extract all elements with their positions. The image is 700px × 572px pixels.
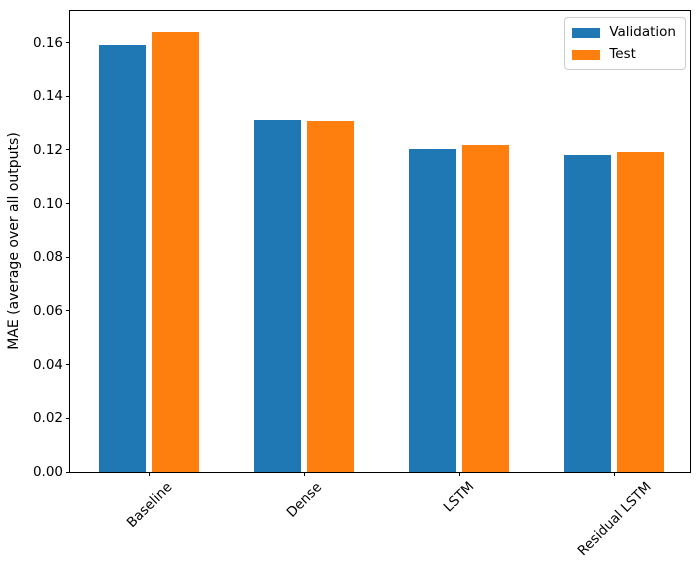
y-tick-mark xyxy=(66,149,70,151)
validation-color-swatch xyxy=(572,27,601,38)
legend-label-test: Test xyxy=(609,46,636,62)
x-tick-mark xyxy=(613,472,615,476)
x-tick-label: Residual LSTM xyxy=(574,478,655,559)
legend-entry-validation: Validation xyxy=(572,25,676,40)
y-tick-label: 0.04 xyxy=(32,356,63,373)
bar-validation-residual-lstm xyxy=(564,154,611,472)
y-tick-mark xyxy=(66,256,70,258)
bar-validation-dense xyxy=(254,120,301,472)
y-axis-label: MAE (average over all outputs) xyxy=(6,132,22,350)
y-tick-label: 0.10 xyxy=(32,195,63,212)
x-tick-mark xyxy=(303,472,305,476)
bar-test-lstm xyxy=(462,145,509,472)
y-tick-mark xyxy=(66,471,70,473)
y-tick-mark xyxy=(66,364,70,366)
y-tick-mark xyxy=(66,417,70,419)
bar-test-baseline xyxy=(152,31,199,472)
legend-label-validation: Validation xyxy=(609,24,676,40)
y-tick-label: 0.02 xyxy=(32,410,63,427)
x-tick-mark xyxy=(148,472,150,476)
y-tick-mark xyxy=(66,310,70,312)
y-tick-label: 0.08 xyxy=(32,249,63,266)
y-tick-label: 0.00 xyxy=(32,464,63,480)
x-tick-label: Dense xyxy=(283,479,325,521)
legend: Validation Test xyxy=(564,17,686,70)
y-tick-mark xyxy=(66,95,70,97)
bar-validation-baseline xyxy=(99,45,146,472)
x-tick-mark xyxy=(458,472,460,476)
test-color-swatch xyxy=(572,49,601,60)
y-tick-label: 0.12 xyxy=(32,141,63,158)
bar-test-residual-lstm xyxy=(617,151,664,472)
y-tick-label: 0.06 xyxy=(32,302,63,319)
x-tick-label: Baseline xyxy=(123,478,176,531)
legend-entry-test: Test xyxy=(572,47,676,62)
bar-test-dense xyxy=(307,121,354,472)
y-tick-mark xyxy=(66,203,70,205)
y-tick-label: 0.14 xyxy=(32,88,63,105)
x-tick-label: LSTM xyxy=(440,478,478,516)
y-tick-label: 0.16 xyxy=(32,34,63,51)
bar-validation-lstm xyxy=(409,149,456,472)
y-tick-mark xyxy=(66,42,70,44)
